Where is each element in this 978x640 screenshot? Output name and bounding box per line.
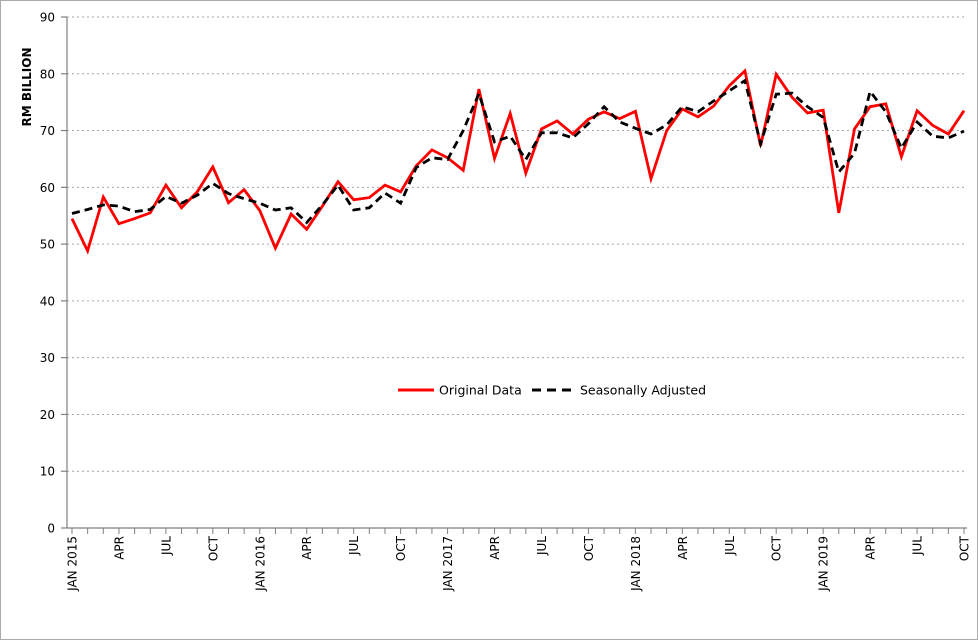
series-line-original-data[interactable] xyxy=(70,68,966,255)
x-axis-tick-label: JUL xyxy=(347,536,361,556)
x-axis-tick-label: JAN 2015 xyxy=(66,536,80,592)
x-axis-tick-label: APR xyxy=(676,536,690,560)
y-axis-tick-label: 10 xyxy=(40,465,55,479)
y-axis-tick-label: 30 xyxy=(40,351,55,365)
gridlines-group xyxy=(67,16,967,472)
x-axis-tick-label: JUL xyxy=(723,536,737,556)
x-axis-tick-label: JAN 2018 xyxy=(629,536,643,592)
y-axis-tick-label: 60 xyxy=(40,181,55,195)
x-axis-tick-label: APR xyxy=(864,536,878,560)
legend: Original Data Seasonally Adjusted xyxy=(398,383,706,398)
x-axis-tick-label: APR xyxy=(112,536,126,560)
x-axis-tick-label: OCT xyxy=(770,535,784,561)
x-axis-tick-label: JUL xyxy=(535,536,549,556)
y-axis-tick-label: 40 xyxy=(40,294,55,308)
x-axis-tick-label: OCT xyxy=(582,535,596,561)
y-axis-tick-label: 70 xyxy=(40,124,55,138)
x-axis-tick-label: JUL xyxy=(911,536,925,556)
x-axis-group: JAN 2015 APR JUL OCT JAN 2016 APR JUL OCT JAN 20… xyxy=(66,528,972,592)
x-axis-tick-label: APR xyxy=(488,536,502,560)
x-axis-tick-label: OCT xyxy=(958,535,972,561)
axes-group: RM BILLION xyxy=(20,17,967,529)
legend-item-original-data[interactable]: Original Data xyxy=(398,383,522,398)
x-axis-tick-label: OCT xyxy=(206,535,220,561)
legend-label-original-data: Original Data xyxy=(439,383,522,398)
y-axis-tick-label: 90 xyxy=(40,11,55,25)
y-axis-tick-label: 20 xyxy=(40,408,55,422)
y-axis-group: 0 10 20 30 40 50 60 70 80 90 xyxy=(40,11,67,536)
y-axis-tick-label: 50 xyxy=(40,238,55,252)
y-axis-tick-label: 80 xyxy=(40,67,55,81)
x-axis-tick-label: OCT xyxy=(394,535,408,561)
y-axis-title: RM BILLION xyxy=(20,48,34,127)
x-axis-tick-label: JAN 2017 xyxy=(441,536,455,592)
y-axis-tick-label: 0 xyxy=(47,522,55,536)
x-axis-tick-label: JUL xyxy=(159,536,173,556)
x-axis-tick-label: APR xyxy=(300,536,314,560)
x-axis-tick-label: JAN 2019 xyxy=(817,536,831,592)
series-group xyxy=(70,68,966,255)
legend-label-seasonally-adjusted: Seasonally Adjusted xyxy=(580,383,706,398)
x-axis-tick-label: JAN 2016 xyxy=(253,536,267,592)
legend-item-seasonally-adjusted[interactable]: Seasonally Adjusted xyxy=(532,383,706,398)
